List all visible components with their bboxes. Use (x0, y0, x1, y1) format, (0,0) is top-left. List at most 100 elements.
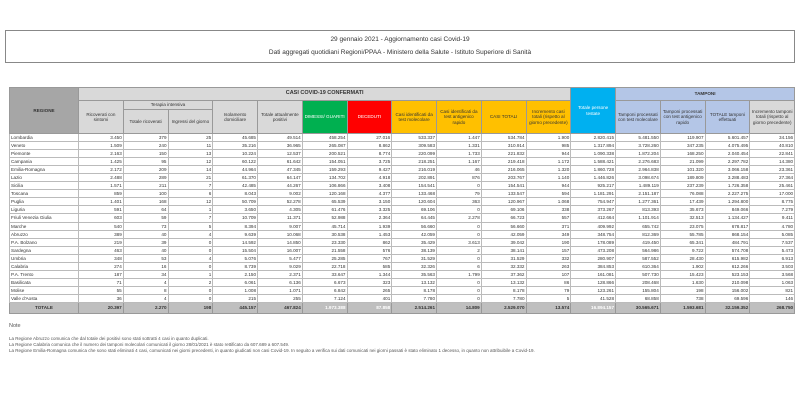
page-subtitle: Dati aggregati quotidiani Regioni/PPAA -… (268, 49, 532, 56)
cell-incremento-tamponi: 5.085 (749, 229, 796, 239)
cell-ti-totale: 40 (122, 245, 169, 255)
cell-ti-totale: 150 (122, 149, 169, 159)
cell-casi-totali: 32.332 (480, 261, 527, 271)
cell-deceduti: 4.377 (346, 189, 393, 199)
cell-totale-positivi: 6.136 (257, 277, 303, 287)
cell-ti-ingressi: 1 (167, 205, 214, 215)
cell-tamponi-antigenico: 65.341 (659, 237, 706, 247)
cell-casi-totali: 13.132 (480, 277, 527, 287)
cell-casi-antigenico: 1.799 (436, 269, 482, 279)
cell-ricoverati: 1.425 (78, 157, 124, 167)
cell-persone-testate: 128.866 (570, 277, 617, 287)
cell-ti-totale: 73 (122, 221, 169, 231)
cell-regione: Emilia-Romagna (9, 165, 79, 175)
cell-tamponi-totale: 2.040.454 (704, 149, 751, 159)
cell-dimessi: 30.538 (301, 229, 348, 239)
cell-tamponi-molecolare: 813.393 (615, 205, 661, 215)
cell-casi-molecolare: 42.059 (391, 229, 437, 239)
cell-casi-antigenico: 0 (436, 221, 482, 231)
cell-persone-testate: 41.528 (570, 293, 617, 303)
cell-isolamento: 42.485 (212, 181, 258, 191)
cell-totale-positivi: 61.642 (257, 157, 303, 167)
cell-tamponi-totale: 574.708 (704, 245, 751, 255)
table-row: Sardegna 463 40 0 15.504 16.007 21.558 576 38.13… (9, 245, 796, 255)
cell-regione: Basilicata (9, 277, 79, 287)
cell-totale-positivi: 52.278 (257, 197, 303, 207)
cell-tamponi-antigenico: 32.513 (659, 213, 706, 223)
cell-totale-positivi: 255 (257, 293, 303, 303)
cell-persone-testate: 1.860.728 (570, 165, 617, 175)
cell-dimessi: 265.087 (301, 141, 348, 151)
cell-totale-positivi: 9.007 (257, 221, 303, 231)
cell-dimessi: 120.168 (301, 189, 348, 199)
cell-casi-totali: 66.723 (480, 213, 527, 223)
header-tamponi-antigenico: Tamponi processati con test antigenico r… (659, 100, 706, 134)
cell-deceduti: 3.725 (346, 157, 393, 167)
cell-incremento-casi: 263 (525, 261, 572, 271)
cell-incremento-casi: 332 (525, 253, 572, 263)
cell-tamponi-molecolare: 655.742 (615, 221, 661, 231)
cell-incremento-casi: 985 (525, 141, 572, 151)
cell-incremento-tamponi: 17.000 (749, 189, 796, 199)
cell-deceduti: 3.408 (346, 181, 393, 191)
cell-deceduti: 862 (346, 237, 393, 247)
table-row: Calabria 274 16 0 8.739 9.029 22.718 585 32.326 6… (9, 261, 796, 271)
header-tamponi: TAMPONI (615, 87, 796, 101)
header-ti-ingressi: Ingressi del giorno (167, 109, 214, 134)
cell-casi-molecolare: 35.429 (391, 237, 437, 247)
cell-deceduti: 265 (346, 285, 393, 295)
cell-incremento-casi: 107 (525, 269, 572, 279)
cell-ti-totale: 100 (122, 189, 169, 199)
cell-totale-positivi: 9.002 (257, 189, 303, 199)
header-persone-testate: Totale persone testate (570, 87, 617, 134)
table-row: Emilia-Romagna 2.172 209 14 44.964 47.345 159.… (9, 165, 796, 175)
cell-regione: Abruzzo (9, 229, 79, 239)
cell-dimessi: 159.293 (301, 165, 348, 175)
cell-casi-molecolare: 216.019 (391, 165, 437, 175)
cell-regione: Friuli Venezia Giulia (9, 213, 79, 223)
cell-casi-molecolare: 2.514.261 (391, 301, 437, 314)
cell-tamponi-totale: 2.227.275 (704, 189, 751, 199)
cell-casi-totali: 38.141 (480, 245, 527, 255)
cell-tamponi-antigenico: 237.239 (659, 181, 706, 191)
cell-isolamento: 44.964 (212, 165, 258, 175)
cell-casi-totali: 2.529.070 (480, 301, 527, 314)
cell-tamponi-totale: 1.134.427 (704, 213, 751, 223)
cell-deceduti: 8.774 (346, 149, 393, 159)
cell-incremento-tamponi: 1.063 (749, 277, 796, 287)
cell-casi-totali: 8.178 (480, 285, 527, 295)
cell-regione: TOTALE (9, 301, 79, 314)
cell-tamponi-antigenico: 1.630 (659, 277, 706, 287)
cell-persone-testate: 348.754 (570, 229, 617, 239)
cell-incremento-tamponi: 40.810 (749, 141, 796, 151)
cell-regione: Molise (9, 285, 79, 295)
cell-persone-testate: 473.208 (570, 245, 617, 255)
cell-tamponi-molecolare: 1.872.204 (615, 149, 661, 159)
cell-isolamento: 8.043 (212, 189, 258, 199)
cell-regione: Marche (9, 221, 79, 231)
cell-dimessi: 154.051 (301, 157, 348, 167)
cell-deceduti: 576 (346, 245, 393, 255)
cell-casi-totali: 310.914 (480, 141, 527, 151)
table-row: Toscana 859 100 6 8.043 9.002 120.168 4.377 133.… (9, 189, 796, 199)
cell-casi-molecolare: 32.326 (391, 261, 437, 271)
cell-casi-antigenico: 0 (436, 277, 482, 287)
cell-casi-totali: 154.541 (480, 181, 527, 191)
cell-ti-totale: 4 (122, 293, 169, 303)
cell-casi-molecolare: 8.178 (391, 285, 437, 295)
cell-regione: Lazio (9, 173, 79, 183)
cell-tamponi-antigenico: 1.902 (659, 261, 706, 271)
cell-tamponi-molecolare: 3.728.260 (615, 141, 661, 151)
cell-ti-totale: 16 (122, 261, 169, 271)
cell-incremento-tamponi: 9.411 (749, 213, 796, 223)
cell-incremento-casi: 1.068 (525, 197, 572, 207)
cell-ricoverati: 463 (78, 245, 124, 255)
cell-ricoverati: 1.571 (78, 181, 124, 191)
cell-dimessi: 22.718 (301, 261, 348, 271)
cell-incremento-tamponi: 22.841 (749, 149, 796, 159)
cell-tamponi-totale: 32.159.352 (704, 301, 751, 314)
cell-casi-totali: 534.784 (480, 132, 527, 143)
table-row: Campania 1.425 95 12 60.122 61.642 154.051 3.72… (9, 157, 796, 167)
cell-regione: Campania (9, 157, 79, 167)
cell-ti-totale: 209 (122, 165, 169, 175)
